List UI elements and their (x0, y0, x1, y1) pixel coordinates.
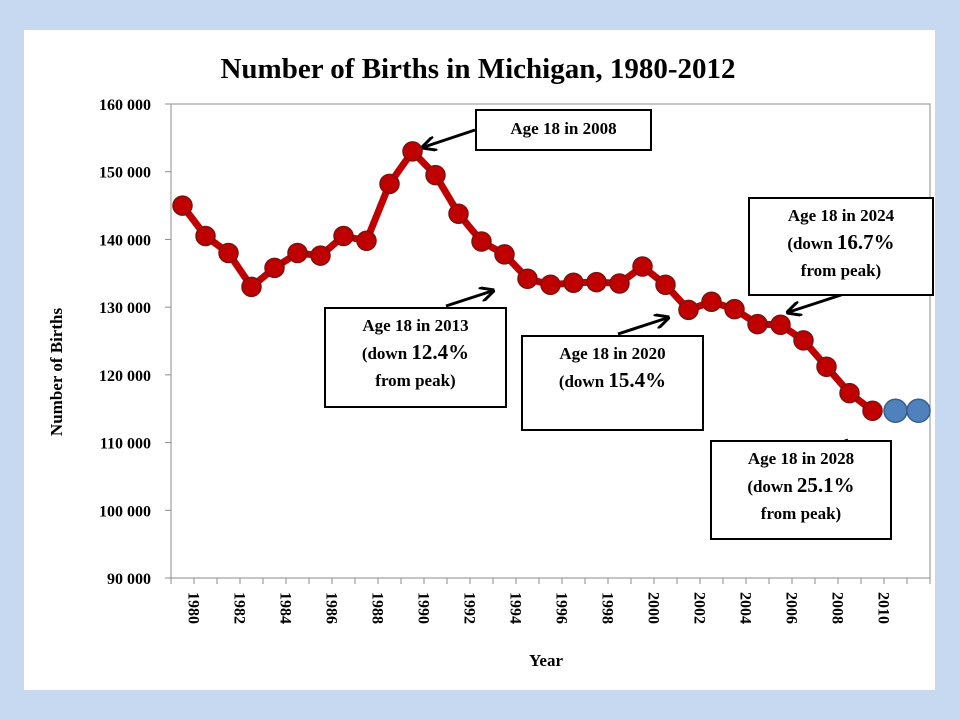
callout-2028-percent: 25.1% (796, 473, 855, 497)
x-tick-label: 1980 (185, 592, 202, 624)
x-tick-label: 2004 (737, 592, 754, 624)
y-tick-label: 160 000 (99, 97, 151, 114)
data-point (264, 257, 285, 279)
data-point (517, 268, 538, 289)
data-point (379, 173, 400, 195)
callout-2013-line1: Age 18 in 2013 (362, 316, 469, 335)
x-tick-label: 2002 (691, 592, 708, 624)
axes: 90 000 100 000 110 000 120 000 130 000 140 00… (99, 97, 931, 624)
callout-2024-line2: (down 16.7% (750, 229, 932, 257)
data-point (494, 244, 515, 265)
x-axis-label: Year (529, 651, 563, 670)
data-point (655, 274, 676, 296)
series-layer (172, 141, 931, 423)
callout-2024-percent: 16.7% (836, 230, 895, 254)
y-tick-label: 140 000 (99, 232, 151, 249)
callout-2024-line2-prefix: (down (787, 234, 837, 253)
x-tick-label: 2008 (829, 592, 846, 624)
data-point (632, 256, 653, 277)
x-tick-label: 1996 (553, 592, 570, 624)
x-tick-label: 2000 (645, 592, 662, 624)
callout-age18-2028: Age 18 in 2028 (down 25.1% from peak) (710, 440, 892, 540)
y-tick-label: 100 000 (99, 503, 151, 520)
slide-panel: Number of Births in Michigan, 1980-2012 … (24, 30, 935, 690)
y-tick-label: 150 000 (99, 165, 151, 182)
data-point (310, 245, 331, 266)
callout-2020-percent: 15.4% (608, 368, 667, 392)
data-point (241, 276, 262, 298)
callout-2028-line2: (down 25.1% (712, 472, 890, 500)
callout-2024-line1: Age 18 in 2024 (787, 206, 895, 225)
callout-2028-line2-prefix: (down (747, 477, 797, 496)
x-tick-label: 2010 (875, 592, 892, 624)
data-point (747, 313, 768, 335)
data-point (793, 330, 814, 351)
callout-2013-line3: from peak) (375, 371, 456, 390)
data-point (701, 291, 722, 312)
y-tick-label: 110 000 (100, 436, 151, 453)
chart-title: Number of Births in Michigan, 1980-2012 (220, 53, 735, 85)
data-point (218, 242, 239, 264)
callout-age18-2013: Age 18 in 2013 (down 12.4% from peak) (324, 307, 507, 408)
data-point (724, 298, 745, 320)
x-tick-label: 1984 (277, 592, 294, 624)
callout-2020-line2-prefix: (down (558, 372, 609, 391)
data-point (172, 195, 193, 216)
data-point (402, 141, 423, 162)
callout-2020-line2: (down 15.4% (523, 367, 702, 395)
data-point (862, 400, 883, 421)
data-point (287, 242, 308, 264)
data-point (678, 299, 699, 321)
callout-arrow (424, 128, 476, 147)
data-point (448, 203, 469, 224)
plot-area-border (170, 103, 931, 579)
callout-2020-line1: Age 18 in 2020 (559, 344, 666, 363)
y-tick-label: 130 000 (99, 300, 151, 317)
callout-age18-2008: Age 18 in 2008 (475, 109, 652, 151)
data-point (356, 230, 377, 252)
callout-age18-2020: Age 18 in 2020 (down 15.4% (521, 335, 704, 431)
callout-2024-line3: from peak) (800, 261, 882, 280)
x-tick-label: 1982 (231, 592, 248, 624)
callout-age18-2024: Age 18 in 2024 (down 16.7% from peak) (748, 197, 934, 296)
callout-2013-line2-prefix: (down (361, 344, 412, 363)
callout-arrow (445, 291, 492, 308)
callout-2028-line3: from peak) (760, 504, 842, 523)
x-tick-label: 1990 (415, 592, 432, 624)
data-point (333, 225, 354, 247)
x-tick-label: 1998 (599, 592, 616, 624)
x-tick-label: 1986 (323, 592, 340, 624)
data-point (609, 273, 630, 294)
data-point (540, 274, 561, 296)
data-point (195, 225, 216, 247)
callout-2013-percent: 12.4% (411, 340, 470, 364)
data-point (586, 271, 607, 293)
x-tick-label: 1994 (507, 592, 524, 624)
callout-arrow (789, 292, 845, 312)
x-tick-label: 2006 (783, 592, 800, 624)
data-point (839, 382, 860, 404)
callout-2028-line1: Age 18 in 2028 (747, 449, 855, 468)
x-tick-label: 1988 (369, 592, 386, 624)
y-tick-label: 90 000 (107, 571, 151, 588)
data-point (816, 356, 837, 377)
callout-2008-line1: Age 18 in 2008 (510, 119, 617, 138)
callout-arrow (617, 318, 667, 336)
data-point (770, 314, 791, 335)
births-line-chart: Number of Births in Michigan, 1980-2012 … (47, 53, 931, 670)
y-axis-label: Number of Births (47, 308, 66, 437)
data-point (471, 231, 492, 252)
y-tick-label: 120 000 (99, 368, 151, 385)
projection-point (883, 398, 908, 423)
callout-2013-line2: (down 12.4% (326, 339, 505, 367)
projection-point (906, 398, 931, 423)
x-tick-label: 1992 (461, 592, 478, 624)
data-point (563, 272, 584, 294)
data-point (425, 164, 446, 186)
